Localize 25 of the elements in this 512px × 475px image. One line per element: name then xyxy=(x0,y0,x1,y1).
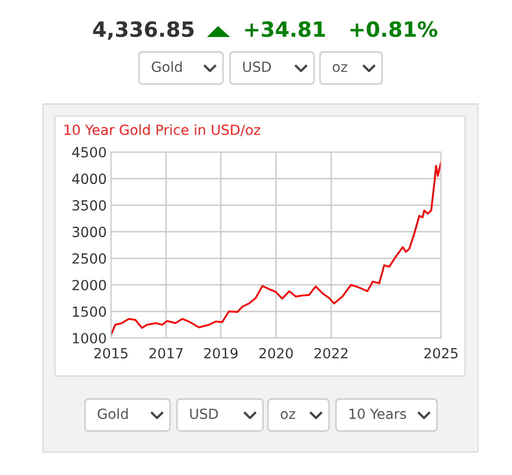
chart-title: 10 Year Gold Price in USD/oz xyxy=(64,124,260,136)
text: Gold xyxy=(152,61,182,72)
y-tick-label: 2000 xyxy=(72,280,106,290)
y-tick-label: 1000 xyxy=(73,332,106,344)
y-tick-label: 4500 xyxy=(72,146,106,158)
x-tick-label: 2022 xyxy=(314,348,348,358)
text: USD xyxy=(243,62,271,72)
y-tick-label: 3000 xyxy=(72,226,106,238)
y-tick-label: 4000 xyxy=(72,174,106,184)
y-tick-label: 3500 xyxy=(72,200,106,211)
text: oz xyxy=(332,64,348,72)
x-tick-label: 2025 xyxy=(424,348,458,358)
x-tick-label: 2015 xyxy=(94,348,128,358)
x-tick-label: 2017 xyxy=(149,348,183,358)
x-tick-label: 2020 xyxy=(259,348,293,358)
text: 10 Years xyxy=(350,408,406,420)
text: Gold xyxy=(98,408,128,420)
text: +0.81% xyxy=(350,21,438,38)
y-tick-label: 2500 xyxy=(72,253,106,264)
text: oz xyxy=(280,411,296,420)
text: 4,336.85 xyxy=(93,21,194,40)
text: USD xyxy=(190,408,218,420)
text: +34.81 xyxy=(245,21,325,38)
x-tick-label: 2019 xyxy=(204,348,238,358)
y-tick-label: 1500 xyxy=(73,306,106,317)
